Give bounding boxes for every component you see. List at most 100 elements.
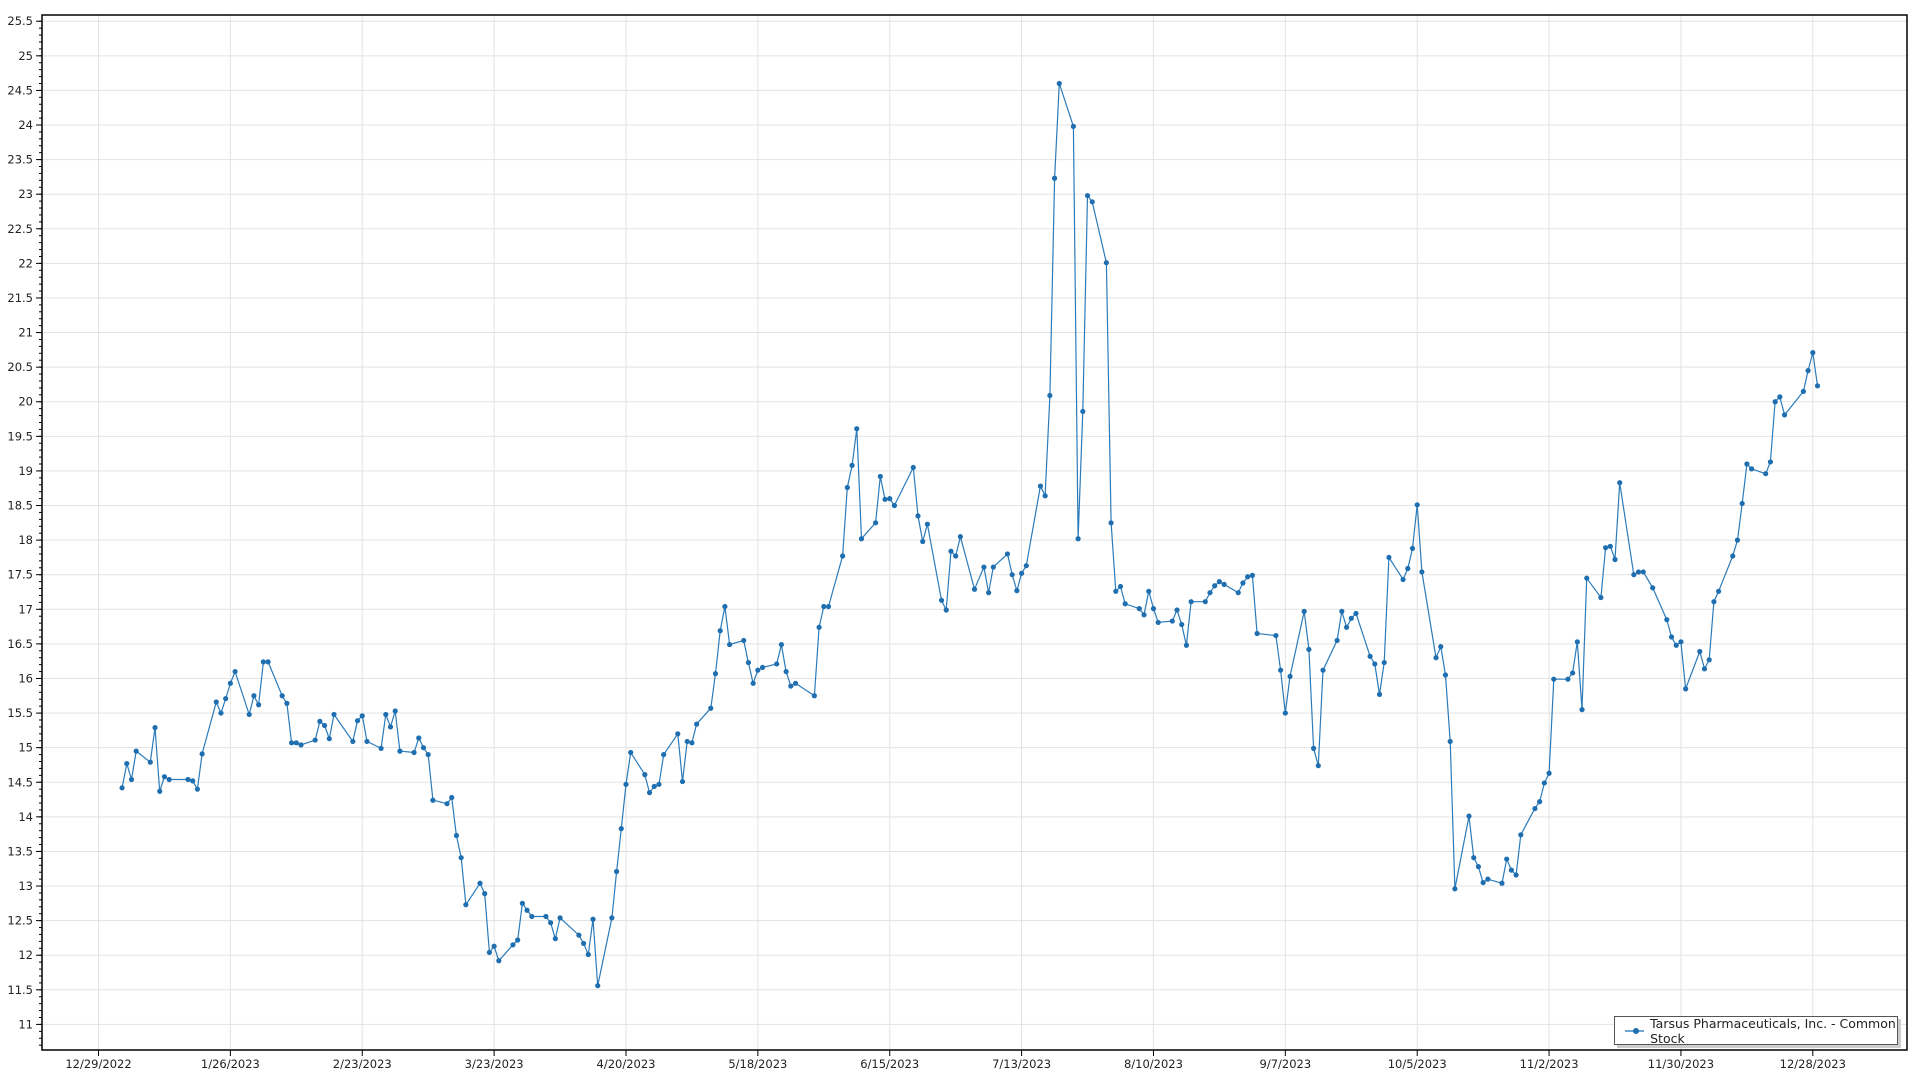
data-point xyxy=(1023,563,1029,569)
data-point xyxy=(350,738,356,745)
data-point xyxy=(792,680,799,686)
data-point xyxy=(990,564,996,570)
data-point xyxy=(1706,657,1712,663)
data-point xyxy=(213,699,219,705)
data-point xyxy=(882,496,888,502)
data-point xyxy=(1734,537,1741,543)
data-point xyxy=(1372,661,1378,667)
data-point xyxy=(943,607,949,613)
data-point xyxy=(1480,879,1486,886)
data-point xyxy=(1004,551,1011,557)
data-point xyxy=(227,680,233,686)
data-point xyxy=(712,671,719,677)
data-point xyxy=(1113,588,1119,594)
x-tick-label: 7/13/2023 xyxy=(992,1057,1051,1071)
data-point xyxy=(232,668,238,675)
data-point xyxy=(416,735,422,741)
data-point xyxy=(971,586,978,592)
data-point xyxy=(1546,770,1552,776)
data-point xyxy=(854,426,860,432)
data-point xyxy=(166,776,172,783)
series-layer xyxy=(119,80,1821,989)
y-tick-label: 11.5 xyxy=(7,983,33,997)
data-point xyxy=(1150,606,1157,612)
data-point xyxy=(491,943,497,949)
data-point xyxy=(161,774,168,780)
data-point xyxy=(420,745,427,751)
data-point xyxy=(1221,581,1227,587)
data-point xyxy=(1781,412,1788,418)
data-point xyxy=(449,794,455,801)
data-point xyxy=(458,855,464,861)
data-point xyxy=(1537,799,1543,805)
y-tick-label: 19.5 xyxy=(7,429,33,443)
data-point xyxy=(1697,648,1703,655)
data-point xyxy=(642,772,648,778)
data-point xyxy=(1475,864,1482,870)
data-point xyxy=(185,776,191,783)
data-point xyxy=(1570,670,1576,676)
data-point xyxy=(1188,599,1194,605)
plot-frame xyxy=(41,14,1908,1051)
data-point xyxy=(1037,483,1044,489)
data-point xyxy=(1767,459,1774,465)
data-point xyxy=(1070,123,1077,129)
y-tick-label: 12 xyxy=(18,948,33,962)
data-point xyxy=(581,940,587,947)
data-point xyxy=(1683,686,1689,692)
data-point xyxy=(1744,461,1750,467)
data-point xyxy=(260,659,266,665)
y-tick-label: 18.5 xyxy=(7,499,33,513)
data-point xyxy=(1103,260,1109,266)
y-tick-label: 20.5 xyxy=(7,360,33,374)
data-point xyxy=(1772,399,1778,405)
data-point xyxy=(1315,763,1321,769)
data-point xyxy=(1183,642,1190,648)
data-point xyxy=(1240,580,1246,586)
data-point xyxy=(1763,471,1769,477)
data-point xyxy=(1748,466,1755,472)
data-point xyxy=(1343,624,1350,630)
data-point xyxy=(354,718,361,724)
x-tick-label: 11/2/2023 xyxy=(1520,1057,1579,1071)
data-point xyxy=(1607,543,1613,549)
data-point xyxy=(378,745,384,751)
data-point xyxy=(190,778,196,784)
data-point xyxy=(1320,667,1326,673)
data-point xyxy=(1108,520,1114,526)
data-point xyxy=(1664,617,1670,623)
data-point xyxy=(1612,556,1618,563)
data-point xyxy=(529,913,535,920)
data-point xyxy=(519,900,525,906)
x-tick-label: 1/26/2023 xyxy=(201,1057,260,1071)
data-point xyxy=(331,711,337,718)
data-point xyxy=(147,759,153,765)
data-point xyxy=(778,641,785,648)
data-point xyxy=(1009,572,1015,578)
data-point xyxy=(1146,588,1152,594)
y-tick-label: 24.5 xyxy=(7,83,33,97)
legend-line-marker-icon xyxy=(1625,1027,1645,1034)
data-point xyxy=(1739,500,1745,507)
data-point xyxy=(1207,590,1213,596)
data-point xyxy=(1051,175,1058,181)
data-point xyxy=(1447,738,1453,745)
y-tick-label: 23 xyxy=(18,187,33,201)
data-point xyxy=(1617,480,1623,486)
data-point xyxy=(152,725,158,731)
data-point xyxy=(1414,502,1420,508)
data-point xyxy=(194,786,201,792)
data-point xyxy=(1701,666,1708,672)
data-point xyxy=(1348,615,1354,621)
y-tick-label: 15.5 xyxy=(7,706,33,720)
data-point xyxy=(552,936,558,942)
data-point xyxy=(1777,394,1783,400)
data-point xyxy=(524,907,530,913)
data-point xyxy=(463,902,469,908)
x-tick-label: 12/29/2022 xyxy=(65,1057,131,1071)
data-point xyxy=(1179,621,1185,628)
data-point xyxy=(986,590,992,596)
data-point xyxy=(953,553,959,559)
data-point xyxy=(1499,880,1505,886)
